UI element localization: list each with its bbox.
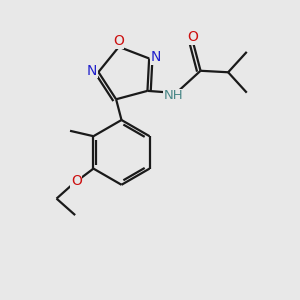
- Text: O: O: [187, 30, 198, 44]
- Text: O: O: [71, 174, 82, 188]
- Text: N: N: [151, 50, 161, 64]
- Text: NH: NH: [164, 89, 183, 103]
- Text: N: N: [87, 64, 97, 78]
- Text: O: O: [113, 34, 124, 48]
